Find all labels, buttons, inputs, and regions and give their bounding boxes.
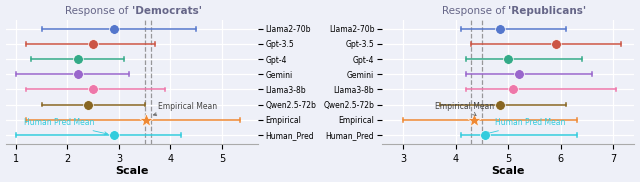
Text: Human Pred Mean: Human Pred Mean [24,118,108,135]
Text: Empirical Mean: Empirical Mean [435,102,493,115]
X-axis label: Scale: Scale [492,167,525,176]
Text: Human Pred Mean: Human Pred Mean [486,118,566,135]
Text: 'Democrats': 'Democrats' [132,6,202,16]
Text: Response of: Response of [442,6,508,16]
Text: Response of: Response of [65,6,132,16]
X-axis label: Scale: Scale [115,167,148,176]
Text: 'Republicans': 'Republicans' [508,6,586,16]
Text: Empirical Mean: Empirical Mean [154,102,217,116]
